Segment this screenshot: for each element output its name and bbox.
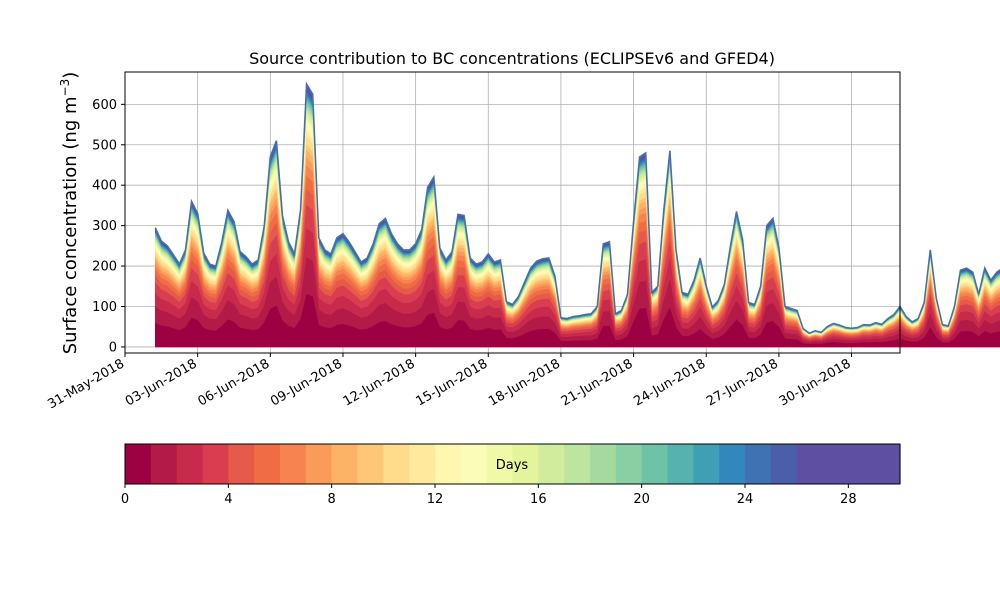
x-axis: 31-May-201803-Jun-201806-Jun-201809-Jun-… [45, 353, 854, 412]
colorbar-bin-21 [667, 444, 694, 484]
colorbar-bin-1 [150, 444, 178, 484]
colorbar-tick-label: 20 [633, 492, 650, 507]
colorbar-ticks: 0 4 8 12 16 20 24 28 [121, 484, 857, 507]
colorbar-bin-6 [280, 444, 307, 484]
area-band-day-1 [155, 257, 1000, 348]
colorbar-bin-22 [693, 444, 720, 484]
colorbar-bin-8 [331, 444, 359, 484]
x-tick-label: 18-Jun-2018 [486, 356, 563, 409]
total-concentration-line [154, 81, 1000, 335]
colorbar-bin-11 [409, 444, 436, 484]
plot-frame [124, 71, 901, 354]
colorbar-bin-27 [822, 444, 849, 484]
x-tick-label: 27-Jun-2018 [704, 356, 781, 409]
colorbar-bin-26 [796, 444, 824, 484]
y-axis: 0 100 200 300 400 500 600 [92, 98, 125, 355]
y-tick-label: 100 [92, 300, 117, 315]
colorbar-label: Days [496, 458, 529, 473]
colorbar-bin-25 [770, 444, 798, 484]
colorbar-tick-label: 16 [530, 492, 547, 507]
colorbar-bin-19 [615, 444, 643, 484]
y-axis-label-main: Surface concentration (ng m [60, 96, 81, 354]
y-tick-label: 0 [109, 340, 117, 355]
colorbar-bin-5 [254, 444, 281, 484]
total-outline [154, 81, 1000, 335]
y-axis-label-close: ) [60, 72, 81, 79]
y-axis-label: Surface concentration (ng m−3) [58, 72, 81, 355]
colorbar-frame [124, 443, 901, 485]
x-tick-label: 30-Jun-2018 [777, 356, 854, 409]
x-tick-label: 15-Jun-2018 [413, 356, 490, 409]
x-tick-label: 03-Jun-2018 [123, 356, 200, 409]
colorbar-bin-3 [202, 444, 229, 484]
colorbar [125, 444, 901, 484]
y-tick-label: 500 [92, 138, 117, 153]
colorbar-bin-13 [460, 444, 488, 484]
colorbar-tick-label: 28 [840, 492, 857, 507]
colorbar-bin-16 [538, 444, 565, 484]
colorbar-bin-4 [228, 444, 255, 484]
x-tick-label: 24-Jun-2018 [631, 356, 708, 409]
colorbar-tick-label: 24 [737, 492, 754, 507]
area-band-day-0 [155, 294, 1000, 348]
x-tick-label: 21-Jun-2018 [559, 356, 636, 409]
x-tick-label: 06-Jun-2018 [195, 356, 272, 409]
colorbar-bin-23 [719, 444, 746, 484]
colorbar-tick-label: 12 [427, 492, 444, 507]
x-tick-label: 31-May-2018 [45, 356, 127, 412]
grid [124, 72, 900, 353]
stacked-area-series [155, 83, 1000, 348]
colorbar-tick-label: 0 [121, 492, 129, 507]
colorbar-bin-28 [848, 444, 875, 484]
y-tick-label: 600 [92, 98, 117, 113]
chart-title: Source contribution to BC concentrations… [249, 49, 775, 68]
colorbar-bin-20 [641, 444, 669, 484]
colorbar-bin-12 [435, 444, 462, 484]
colorbar-bin-7 [305, 444, 333, 484]
colorbar-bin-24 [745, 444, 772, 484]
colorbar-bin-9 [357, 444, 384, 484]
colorbar-bin-17 [564, 444, 591, 484]
y-tick-label: 400 [92, 179, 117, 194]
y-tick-label: 200 [92, 260, 117, 275]
colorbar-bin-18 [590, 444, 617, 484]
colorbar-bin-2 [176, 444, 204, 484]
colorbar-tick-label: 4 [224, 492, 232, 507]
colorbar-bin-29 [874, 444, 901, 484]
colorbar-bin-10 [383, 444, 410, 484]
y-tick-label: 300 [92, 219, 117, 234]
y-axis-label-superscript: −3 [58, 79, 72, 97]
colorbar-bin-15 [512, 444, 539, 484]
colorbar-bin-0 [125, 444, 152, 484]
x-tick-label: 12-Jun-2018 [341, 356, 418, 409]
colorbar-bin-14 [486, 444, 514, 484]
x-tick-label: 09-Jun-2018 [268, 356, 345, 409]
colorbar-tick-label: 8 [328, 492, 336, 507]
